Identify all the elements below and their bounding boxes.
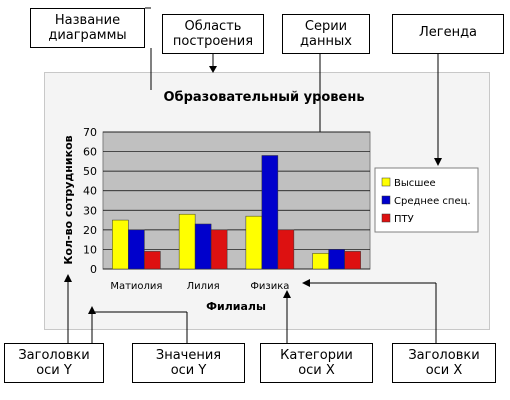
bar <box>128 229 145 270</box>
x-axis-categories: Матиолия Лилия Физика <box>110 281 289 292</box>
bar <box>112 219 129 270</box>
x-category-label: Матиолия <box>110 281 162 292</box>
legend-label: Высшее <box>394 178 436 189</box>
chart-title: Образовательный уровень <box>163 90 364 105</box>
callout-data-series: Серии данных <box>282 14 370 54</box>
callout-chart-title: Название диаграммы <box>30 8 145 48</box>
y-tick-label: 60 <box>83 146 97 159</box>
bar <box>261 155 279 270</box>
callout-x-axis-categories: Категории оси X <box>260 343 373 383</box>
bar <box>178 213 196 270</box>
callout-y-axis-values: Значения оси Y <box>132 343 245 383</box>
y-tick-label: 30 <box>83 204 97 217</box>
y-tick-label: 0 <box>90 263 97 276</box>
bar <box>245 215 263 270</box>
legend-label: Среднее спец. <box>394 196 471 207</box>
y-tick-label: 10 <box>83 243 97 256</box>
y-tick-label: 40 <box>83 185 97 198</box>
legend-swatch <box>381 213 391 223</box>
arrow-y-values <box>88 306 96 314</box>
arrow-legend <box>434 158 442 166</box>
legend: Высшее Среднее спец. ПТУ <box>381 177 471 225</box>
bar-series <box>112 155 361 270</box>
y-tick-label: 50 <box>83 165 97 178</box>
bar <box>210 229 228 270</box>
callout-plot-area: Область построения <box>162 14 264 54</box>
arrow-plot-area <box>209 66 217 73</box>
arrow-x-categories <box>283 290 291 298</box>
y-axis-title: Кол-во сотрудников <box>62 135 75 264</box>
callout-y-axis-title: Заголовки оси Y <box>4 343 104 383</box>
callout-x-axis-title: Заголовки оси X <box>392 343 496 383</box>
bar <box>144 251 161 270</box>
y-axis-ticks: 0 10 20 30 40 50 60 70 <box>83 126 97 276</box>
legend-swatch <box>381 177 391 187</box>
plot-area <box>102 131 371 270</box>
x-category-label: Физика <box>250 281 289 292</box>
bar <box>194 223 212 270</box>
arrow-x-title <box>302 279 310 287</box>
bar <box>312 253 329 270</box>
callout-legend: Легенда <box>392 14 504 54</box>
x-axis-title: Филиалы <box>206 300 266 313</box>
legend-label: ПТУ <box>394 214 414 225</box>
legend-box <box>374 167 479 233</box>
legend-swatch <box>381 195 391 205</box>
bar <box>277 229 295 270</box>
arrow-y-title <box>64 274 72 282</box>
y-tick-label: 20 <box>83 224 97 237</box>
bar <box>328 249 345 270</box>
bar <box>344 251 361 270</box>
x-category-label: Лилия <box>187 281 220 292</box>
y-tick-label: 70 <box>83 126 97 139</box>
